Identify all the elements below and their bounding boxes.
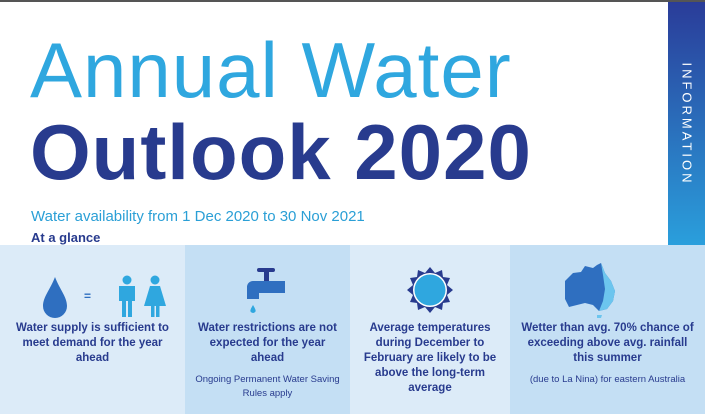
panel-restrictions: Water restrictions are not expected for …: [185, 245, 350, 414]
subtitle: Water availability from 1 Dec 2020 to 30…: [31, 208, 365, 225]
panel-note: (due to La Nina) for eastern Australia: [529, 374, 686, 385]
water-drop-icon: [43, 277, 67, 318]
panel-text: Average temperatures during December to …: [363, 322, 497, 394]
tap-icon: [247, 268, 285, 313]
panel-rainfall: Wetter than avg. 70% chance of exceeding…: [510, 245, 705, 414]
australia-map-icon: [565, 263, 615, 318]
panel-note: Ongoing Permanent Water Saving Rules app…: [195, 374, 340, 399]
panel-temperature: Average temperatures during December to …: [350, 245, 510, 414]
panel-water-supply: = Water supply is sufficient to meet dem…: [0, 245, 185, 414]
glance-panels: = Water supply is sufficient to meet dem…: [0, 245, 705, 414]
panel-text: Water restrictions are not expected for …: [198, 322, 337, 364]
title-line-1: Annual Water: [30, 26, 512, 114]
title-line-2: Outlook 2020: [30, 108, 532, 196]
equals-sign: =: [84, 289, 92, 303]
panel-text: Wetter than avg. 70% chance of exceeding…: [521, 322, 694, 364]
panel-text: Water supply is sufficient to meet deman…: [16, 322, 169, 364]
people-icon: [119, 275, 166, 317]
top-border: [0, 0, 705, 2]
sun-icon: [407, 267, 453, 313]
section-heading: At a glance: [31, 230, 101, 245]
information-tab: INFORMATION: [668, 2, 705, 245]
information-label: INFORMATION: [679, 61, 694, 186]
